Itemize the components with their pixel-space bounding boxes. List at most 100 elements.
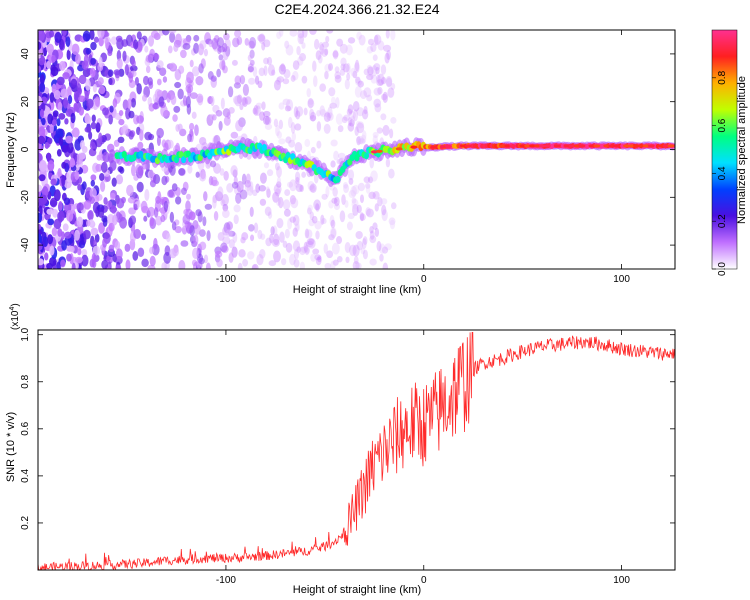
noise-speckle <box>275 196 281 206</box>
noise-speckle <box>365 207 371 217</box>
signal-peak <box>499 144 507 148</box>
noise-speckle <box>387 87 395 98</box>
noise-speckle <box>327 106 333 119</box>
noise-speckle <box>261 41 266 51</box>
noise-speckle <box>153 53 160 61</box>
noise-speckle <box>247 251 255 260</box>
noise-speckle <box>74 229 80 241</box>
noise-speckle <box>317 255 322 263</box>
signal-core <box>261 143 267 151</box>
noise-speckle <box>340 57 347 67</box>
noise-speckle <box>147 206 155 217</box>
noise-speckle <box>81 248 88 257</box>
noise-speckle <box>98 36 104 47</box>
noise-speckle <box>239 103 244 111</box>
noise-speckle <box>141 258 149 268</box>
signal-peak <box>553 144 561 148</box>
noise-speckle <box>124 243 131 252</box>
noise-speckle <box>344 242 351 253</box>
noise-speckle <box>295 106 304 117</box>
signal-peak <box>588 144 596 148</box>
noise-speckle <box>318 41 324 51</box>
noise-speckle <box>206 230 211 242</box>
noise-speckle <box>38 242 43 251</box>
noise-speckle <box>57 211 65 222</box>
noise-speckle <box>228 107 235 114</box>
noise-speckle <box>203 254 209 264</box>
noise-speckle <box>38 258 44 266</box>
noise-speckle <box>128 130 134 140</box>
spectrogram-x-label: Height of straight line (km) <box>293 284 421 296</box>
noise-speckle <box>314 254 322 261</box>
noise-speckle <box>198 171 207 182</box>
noise-speckle <box>360 134 367 144</box>
noise-speckle <box>58 201 63 211</box>
noise-speckle <box>353 62 360 74</box>
noise-speckle <box>218 120 223 131</box>
noise-speckle <box>331 197 338 204</box>
noise-speckle <box>46 262 53 269</box>
noise-speckle <box>351 198 359 210</box>
noise-speckle <box>284 189 291 196</box>
noise-speckle <box>191 111 197 119</box>
noise-speckle <box>102 237 108 248</box>
noise-speckle <box>264 206 272 216</box>
signal-core <box>181 156 187 164</box>
noise-speckle <box>372 135 378 145</box>
noise-speckle <box>174 69 182 81</box>
noise-speckle <box>70 78 78 88</box>
x-tick-label: 0 <box>421 575 427 586</box>
noise-speckle <box>101 259 109 269</box>
noise-speckle <box>67 94 73 105</box>
noise-speckle <box>198 63 204 74</box>
noise-speckle <box>330 260 336 269</box>
noise-speckle <box>217 231 225 241</box>
noise-speckle <box>374 34 379 46</box>
noise-speckle <box>354 85 362 98</box>
noise-speckle <box>332 259 339 266</box>
noise-speckle <box>285 136 292 144</box>
noise-speckle <box>296 246 302 253</box>
noise-speckle <box>309 211 314 220</box>
noise-speckle <box>89 141 96 150</box>
noise-speckle <box>107 69 114 77</box>
noise-speckle <box>381 246 389 254</box>
noise-speckle <box>136 115 144 124</box>
noise-speckle <box>233 185 241 195</box>
noise-speckle <box>205 262 211 269</box>
noise-speckle <box>77 183 82 191</box>
noise-speckle <box>352 70 358 79</box>
noise-speckle <box>64 231 72 239</box>
noise-speckle <box>367 176 374 184</box>
snr-x-ticks: -100 0 100 <box>216 330 630 586</box>
noise-speckle <box>239 189 248 200</box>
spectrogram-y-label: Frequency (Hz) <box>5 112 17 188</box>
noise-speckle <box>282 199 291 210</box>
noise-speckle <box>137 141 144 150</box>
noise-speckle <box>274 162 280 171</box>
noise-speckle <box>211 114 217 121</box>
noise-speckle <box>116 50 122 61</box>
noise-speckle <box>303 107 308 116</box>
noise-speckle <box>272 233 280 246</box>
noise-speckle <box>257 229 263 240</box>
noise-speckle <box>333 150 339 161</box>
noise-speckle <box>313 38 320 50</box>
noise-speckle <box>259 111 265 121</box>
noise-speckle <box>144 45 149 53</box>
noise-speckle <box>353 256 359 265</box>
noise-speckle <box>148 133 155 141</box>
noise-speckle <box>285 242 293 253</box>
noise-speckle <box>40 96 48 105</box>
noise-speckle <box>275 77 282 85</box>
noise-speckle <box>299 261 305 269</box>
noise-speckle <box>108 244 115 253</box>
y-tick-label: 0.2 <box>20 516 31 530</box>
noise-speckle <box>198 257 205 265</box>
noise-speckle <box>198 229 206 237</box>
noise-speckle <box>187 133 192 143</box>
noise-speckle <box>300 246 309 254</box>
noise-speckle <box>295 183 303 193</box>
noise-speckle <box>90 57 96 66</box>
noise-speckle <box>347 169 355 181</box>
